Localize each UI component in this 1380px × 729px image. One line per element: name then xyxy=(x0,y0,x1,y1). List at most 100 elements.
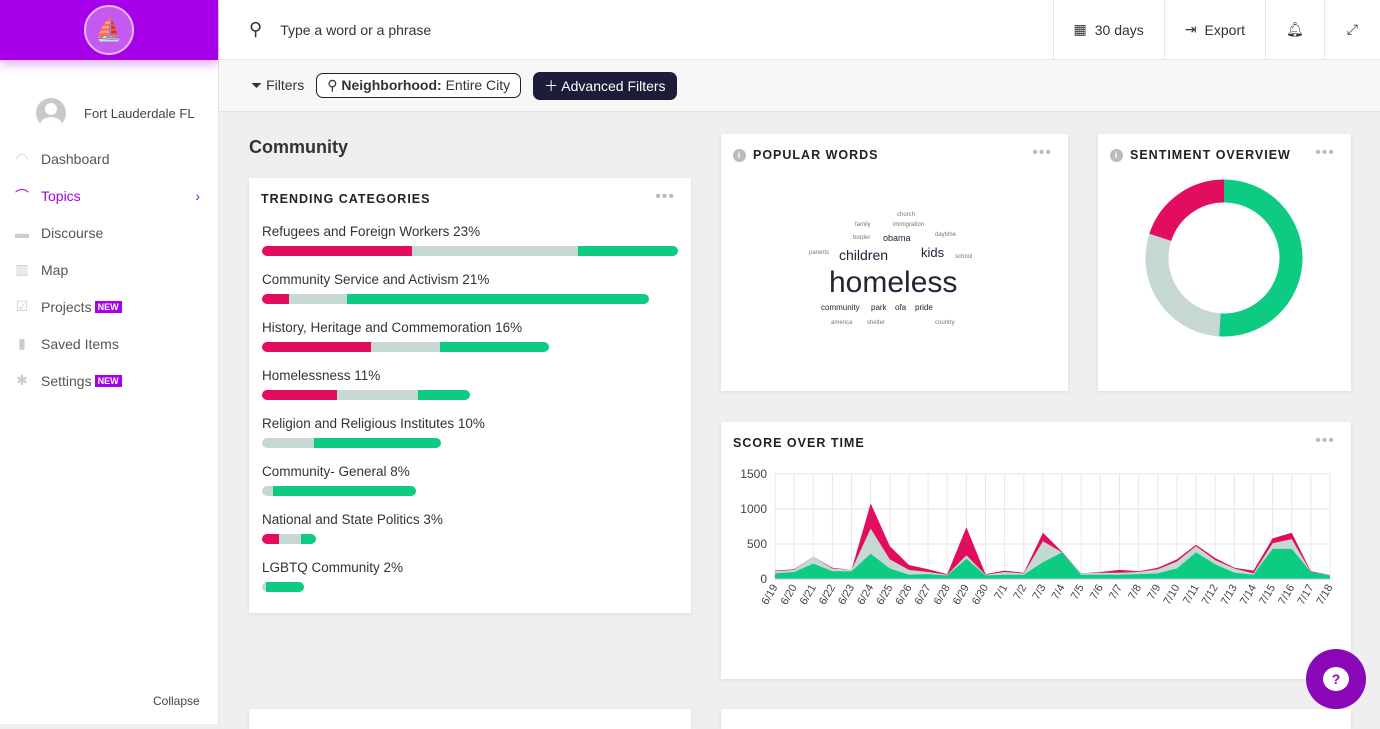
pos-segment xyxy=(417,390,470,400)
x-tick-label: 6/19 xyxy=(759,583,780,608)
more-options-icon[interactable]: ••• xyxy=(1032,144,1052,161)
new-badge: NEW xyxy=(94,374,122,387)
user-profile[interactable]: Fort Lauderdale FL xyxy=(0,60,218,140)
filters-button[interactable]: ⏷ Filters xyxy=(251,77,304,94)
word-shelter[interactable]: shelter xyxy=(867,320,886,326)
category-sentiment-bar[interactable] xyxy=(262,534,317,544)
negative-slice[interactable] xyxy=(1149,179,1225,242)
user-name: Fort Lauderdale FL xyxy=(84,105,195,121)
map-icon: ▥ xyxy=(15,261,29,277)
info-icon[interactable]: i xyxy=(1110,149,1123,162)
sidebar-item-saved-items[interactable]: ▮ Saved Items xyxy=(0,325,218,362)
nav-label: Saved Items xyxy=(41,335,119,352)
word-parents[interactable]: parents xyxy=(809,250,830,256)
word-obama[interactable]: obama xyxy=(883,233,911,243)
seal-icon: ⛵ xyxy=(84,5,134,55)
category-sentiment-bar[interactable] xyxy=(262,486,416,496)
x-tick-label: 6/21 xyxy=(798,583,819,608)
positive-slice[interactable] xyxy=(1219,179,1303,337)
neu-segment xyxy=(279,534,301,544)
x-tick-label: 7/2 xyxy=(1011,583,1029,602)
date-range-button[interactable]: ▦ 30 days xyxy=(1052,0,1164,60)
calendar-icon: ▦ xyxy=(1073,21,1087,37)
word-park[interactable]: park xyxy=(871,303,887,312)
help-chat-button[interactable]: ? xyxy=(1306,649,1366,709)
x-tick-label: 6/30 xyxy=(970,583,991,608)
category-label[interactable]: Community Service and Activism 21% xyxy=(262,272,490,287)
export-button[interactable]: ⇥ Export xyxy=(1163,0,1265,60)
word-school[interactable]: school xyxy=(955,254,973,260)
neighborhood-filter[interactable]: ⚲ Neighborhood: Entire City xyxy=(316,73,522,98)
gauge-icon: ◠ xyxy=(15,150,29,166)
advanced-filters-button[interactable]: ＋ Advanced Filters xyxy=(533,71,677,100)
x-tick-label: 6/25 xyxy=(874,583,895,608)
category-label[interactable]: Religion and Religious Institutes 10% xyxy=(262,416,485,431)
x-tick-label: 7/17 xyxy=(1295,583,1316,608)
sidebar-item-map[interactable]: ▥ Map xyxy=(0,251,218,288)
word-pride[interactable]: pride xyxy=(915,303,933,312)
x-tick-label: 7/6 xyxy=(1088,583,1106,602)
chat-icon: ▬ xyxy=(15,224,29,241)
word-immigration[interactable]: immigration xyxy=(893,222,925,228)
card-title: TRENDING CATEGORIES xyxy=(261,192,431,206)
chevron-right-icon: › xyxy=(195,187,200,204)
fullscreen-button[interactable]: ⤢ xyxy=(1323,0,1380,60)
sidebar-item-dashboard[interactable]: ◠ Dashboard xyxy=(0,140,218,177)
category-label[interactable]: Homelessness 11% xyxy=(262,368,381,383)
word-country[interactable]: country xyxy=(935,320,955,326)
category-label[interactable]: Refugees and Foreign Workers 23% xyxy=(262,224,481,239)
collapse-button[interactable]: Collapse xyxy=(153,694,200,708)
notifications-button[interactable]: 🔔︎ xyxy=(1265,0,1324,60)
word-family[interactable]: family xyxy=(855,222,871,228)
more-options-icon[interactable]: ••• xyxy=(1315,432,1335,449)
search-input[interactable]: ⚲ Type a word or a phrase xyxy=(219,19,1053,40)
card-title-text: POPULAR WORDS xyxy=(753,148,879,162)
filters-label: Filters xyxy=(266,77,305,93)
info-icon[interactable]: i xyxy=(733,149,746,162)
word-children[interactable]: children xyxy=(839,247,889,263)
x-tick-label: 7/16 xyxy=(1276,583,1297,608)
category-label[interactable]: History, Heritage and Commemoration 16% xyxy=(262,320,523,335)
top-bar: ⚲ Type a word or a phrase ▦ 30 days ⇥ Expor… xyxy=(219,0,1380,60)
word-church[interactable]: church xyxy=(897,212,916,218)
category-label[interactable]: LGBTQ Community 2% xyxy=(262,560,404,575)
x-tick-label: 6/22 xyxy=(817,583,838,608)
category-sentiment-bar[interactable] xyxy=(262,390,470,400)
sidebar: ⛵ Fort Lauderdale FL ◠ Dashboard ⌒ Topics ›… xyxy=(0,0,219,724)
card-title: i SENTIMENT OVERVIEW xyxy=(1110,148,1291,162)
city-seal-logo[interactable]: ⛵ xyxy=(0,0,218,60)
sidebar-item-discourse[interactable]: ▬ Discourse xyxy=(0,214,218,251)
word-daytime[interactable]: daytime xyxy=(935,232,957,238)
category-sentiment-bar[interactable] xyxy=(262,294,649,304)
neg-segment xyxy=(262,246,412,256)
word-america[interactable]: america xyxy=(831,320,853,326)
category-sentiment-bar[interactable] xyxy=(262,246,678,256)
category-label[interactable]: National and State Politics 3% xyxy=(262,512,443,527)
word-homeless[interactable]: homeless xyxy=(829,266,958,299)
popular-words-card: i POPULAR WORDS ••• homeless children kids o… xyxy=(721,134,1068,391)
topics-icon: ⌒ xyxy=(15,187,29,204)
category-sentiment-bar[interactable] xyxy=(262,438,441,448)
sentiment-donut xyxy=(1145,179,1303,337)
sidebar-item-projects[interactable]: ☑ Projects NEW xyxy=(0,288,218,325)
neg-segment xyxy=(262,390,337,400)
neu-segment xyxy=(336,390,418,400)
score-over-time-card: SCORE OVER TIME ••• 0 500 1000 1500 6/19 6/20… xyxy=(721,422,1351,679)
more-options-icon[interactable]: ••• xyxy=(655,188,675,205)
word-ofa[interactable]: ofa xyxy=(895,303,907,312)
filter-value: Entire City xyxy=(445,77,511,93)
word-kids[interactable]: kids xyxy=(921,245,945,260)
sidebar-item-topics[interactable]: ⌒ Topics › xyxy=(0,177,218,214)
word-community[interactable]: community xyxy=(821,303,860,312)
sidebar-item-settings[interactable]: ✱ Settings NEW xyxy=(0,362,218,399)
neutral-slice[interactable] xyxy=(1145,233,1221,337)
search-icon: ⚲ xyxy=(249,19,263,39)
x-tick-label: 7/11 xyxy=(1181,583,1202,607)
word-border[interactable]: border xyxy=(853,235,871,241)
category-sentiment-bar[interactable] xyxy=(262,342,549,352)
neu-segment xyxy=(289,294,348,304)
y-tick-label: 1000 xyxy=(740,502,767,516)
category-label[interactable]: Community- General 8% xyxy=(262,464,410,479)
category-sentiment-bar[interactable] xyxy=(262,582,304,592)
more-options-icon[interactable]: ••• xyxy=(1315,144,1335,161)
